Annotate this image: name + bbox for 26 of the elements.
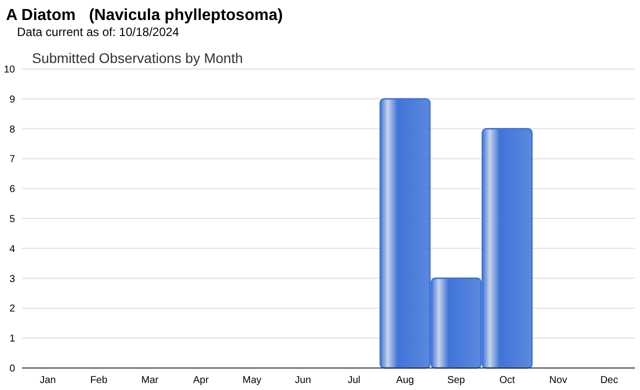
y-tick-label: 4 bbox=[9, 244, 16, 255]
x-tick-label: Apr bbox=[193, 375, 210, 386]
x-tick-label: Nov bbox=[549, 375, 568, 386]
text: Submitted Observations by Month bbox=[32, 50, 243, 66]
y-tick-label: 9 bbox=[9, 94, 16, 106]
y-tick-label: 2 bbox=[9, 304, 16, 315]
x-tick-label: Aug bbox=[396, 375, 414, 386]
x-tick-label: Jun bbox=[294, 375, 312, 386]
chart-title: A Diatom (Navicula phylleptosoma) bbox=[6, 7, 283, 24]
y-tick-label: 10 bbox=[4, 64, 16, 76]
x-tick-label: Jan bbox=[40, 375, 56, 386]
x-tick-label: Jul bbox=[348, 375, 360, 386]
chart-subtitle: Data current as of: 10/18/2024 bbox=[17, 25, 180, 39]
y-tick-label: 8 bbox=[9, 124, 16, 136]
y-tick-label: 1 bbox=[9, 334, 16, 345]
x-tick-label: Dec bbox=[600, 375, 618, 386]
x-tick-label: Feb bbox=[90, 375, 108, 386]
y-tick-label: 0 bbox=[9, 364, 16, 374]
y-tick-label: 7 bbox=[9, 154, 16, 166]
x-tick-label: Oct bbox=[499, 375, 516, 386]
x-tick-label: May bbox=[242, 375, 262, 386]
y-tick-label: 3 bbox=[9, 274, 16, 285]
x-tick-label: Mar bbox=[141, 375, 160, 386]
x-tick-label: Sep bbox=[447, 375, 466, 386]
y-tick-label: 6 bbox=[9, 184, 16, 196]
y-tick-label: 5 bbox=[9, 214, 16, 225]
